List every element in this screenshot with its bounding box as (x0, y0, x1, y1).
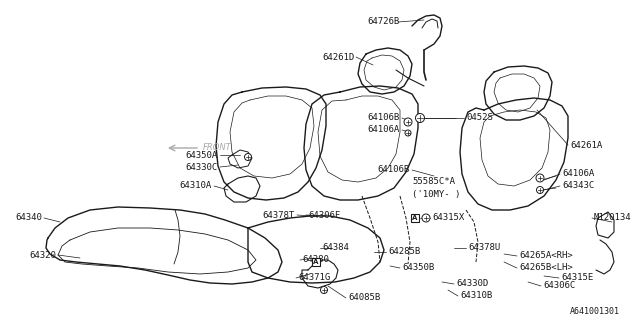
Text: 64726B: 64726B (368, 18, 400, 27)
Text: 64306F: 64306F (308, 211, 340, 220)
Text: 64371G: 64371G (298, 274, 330, 283)
Text: 64340: 64340 (15, 213, 42, 222)
Circle shape (405, 130, 411, 136)
Text: 64380: 64380 (302, 255, 329, 265)
Text: 64106B: 64106B (378, 165, 410, 174)
Circle shape (321, 286, 328, 293)
Text: 64330D: 64330D (456, 279, 488, 289)
Circle shape (536, 174, 544, 182)
Text: 64315E: 64315E (561, 274, 593, 283)
Text: 64106A: 64106A (562, 170, 595, 179)
Circle shape (404, 118, 412, 126)
Text: A: A (412, 215, 418, 221)
Circle shape (422, 214, 430, 222)
Text: 55585C*A: 55585C*A (412, 178, 455, 187)
Text: 64106A: 64106A (368, 125, 400, 134)
Text: 64384: 64384 (322, 244, 349, 252)
Text: 64285B: 64285B (388, 247, 420, 257)
Text: 64306C: 64306C (543, 282, 575, 291)
Text: 64310B: 64310B (460, 292, 492, 300)
Text: 64261D: 64261D (323, 52, 355, 61)
Text: 64350B: 64350B (402, 263, 435, 273)
Text: FRONT: FRONT (203, 143, 232, 153)
Text: 64265A<RH>: 64265A<RH> (519, 252, 573, 260)
Text: M120134: M120134 (594, 213, 632, 222)
Circle shape (536, 187, 543, 194)
Text: 64085B: 64085B (348, 293, 380, 302)
FancyBboxPatch shape (312, 258, 320, 266)
Text: 64310A: 64310A (180, 181, 212, 190)
Text: 64320: 64320 (29, 251, 56, 260)
Text: 0452S: 0452S (466, 114, 493, 123)
Text: 64265B<LH>: 64265B<LH> (519, 263, 573, 273)
Circle shape (244, 154, 252, 161)
Text: 64343C: 64343C (562, 181, 595, 190)
FancyBboxPatch shape (411, 214, 419, 222)
Text: 64106B: 64106B (368, 114, 400, 123)
Text: 64350A: 64350A (186, 150, 218, 159)
Text: 64378T: 64378T (263, 211, 295, 220)
Text: A641001301: A641001301 (570, 308, 620, 316)
Text: 64261A: 64261A (570, 140, 602, 149)
Text: ('10MY- ): ('10MY- ) (412, 189, 460, 198)
Text: A: A (314, 259, 319, 265)
Text: 64378U: 64378U (468, 244, 500, 252)
Text: 64315X: 64315X (432, 213, 464, 222)
Text: 64330C: 64330C (186, 163, 218, 172)
Circle shape (415, 114, 424, 123)
